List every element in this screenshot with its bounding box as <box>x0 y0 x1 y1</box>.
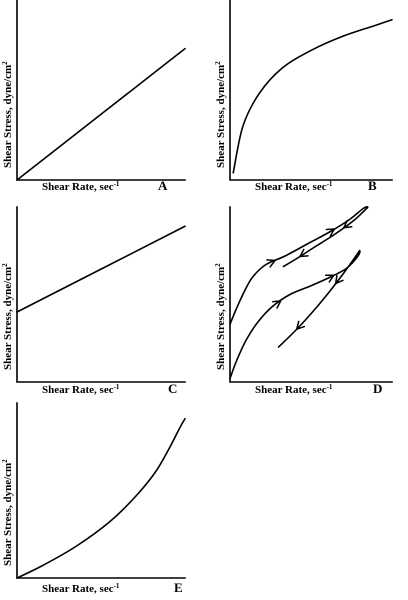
arrow-down-2 <box>334 274 344 285</box>
panel-letter: C <box>168 381 177 396</box>
x-axis-label: Shear Rate, sec-1 <box>42 582 120 595</box>
arrow-down-2b <box>295 320 306 330</box>
arrow-up-1b <box>325 228 336 237</box>
series-line-1 <box>16 417 186 579</box>
arrow-up-2 <box>271 300 282 309</box>
x-axis-label: Shear Rate, sec-1 <box>42 383 120 396</box>
axes <box>16 0 186 181</box>
panel-a: Shear Rate, sec-1 Shear Stress, dyne/cm2 A <box>1 0 186 193</box>
x-axis-label: Shear Rate, sec-1 <box>255 383 333 396</box>
axes <box>229 0 393 181</box>
panel-letter: B <box>368 178 377 193</box>
axes <box>16 402 186 579</box>
arrow-up-1 <box>266 259 276 268</box>
panel-c: Shear Rate, sec-1 Shear Stress, dyne/cm2 C <box>1 206 186 396</box>
panel-e: Shear Rate, sec-1 Shear Stress, dyne/cm2 E <box>1 402 186 595</box>
y-axis-label: Shear Stress, dyne/cm2 <box>214 263 227 370</box>
series-line-2 <box>229 249 361 380</box>
series-line-1 <box>229 206 369 326</box>
axes <box>229 206 393 383</box>
panel-d: Shear Rate, sec-1 Shear Stress, dyne/cm2 D <box>214 206 393 396</box>
series-line-1 <box>16 225 186 313</box>
arrow-down-1 <box>343 219 353 229</box>
series-line-1 <box>16 47 186 181</box>
y-axis-label: Shear Stress, dyne/cm2 <box>214 61 227 168</box>
arrow-up-2b <box>324 274 335 283</box>
panel-b: Shear Rate, sec-1 Shear Stress, dyne/cm2 B <box>214 0 393 193</box>
arrow-down-1b <box>299 248 309 258</box>
y-axis-label: Shear Stress, dyne/cm2 <box>1 263 14 370</box>
x-axis-label: Shear Rate, sec-1 <box>255 180 333 193</box>
panel-letter: A <box>158 178 168 193</box>
y-axis-label: Shear Stress, dyne/cm2 <box>1 459 14 566</box>
panel-letter: D <box>373 381 382 396</box>
series-line-1 <box>232 19 393 174</box>
panel-letter: E <box>174 580 183 595</box>
axes <box>16 206 186 383</box>
y-axis-label: Shear Stress, dyne/cm2 <box>1 61 14 168</box>
x-axis-label: Shear Rate, sec-1 <box>42 180 120 193</box>
